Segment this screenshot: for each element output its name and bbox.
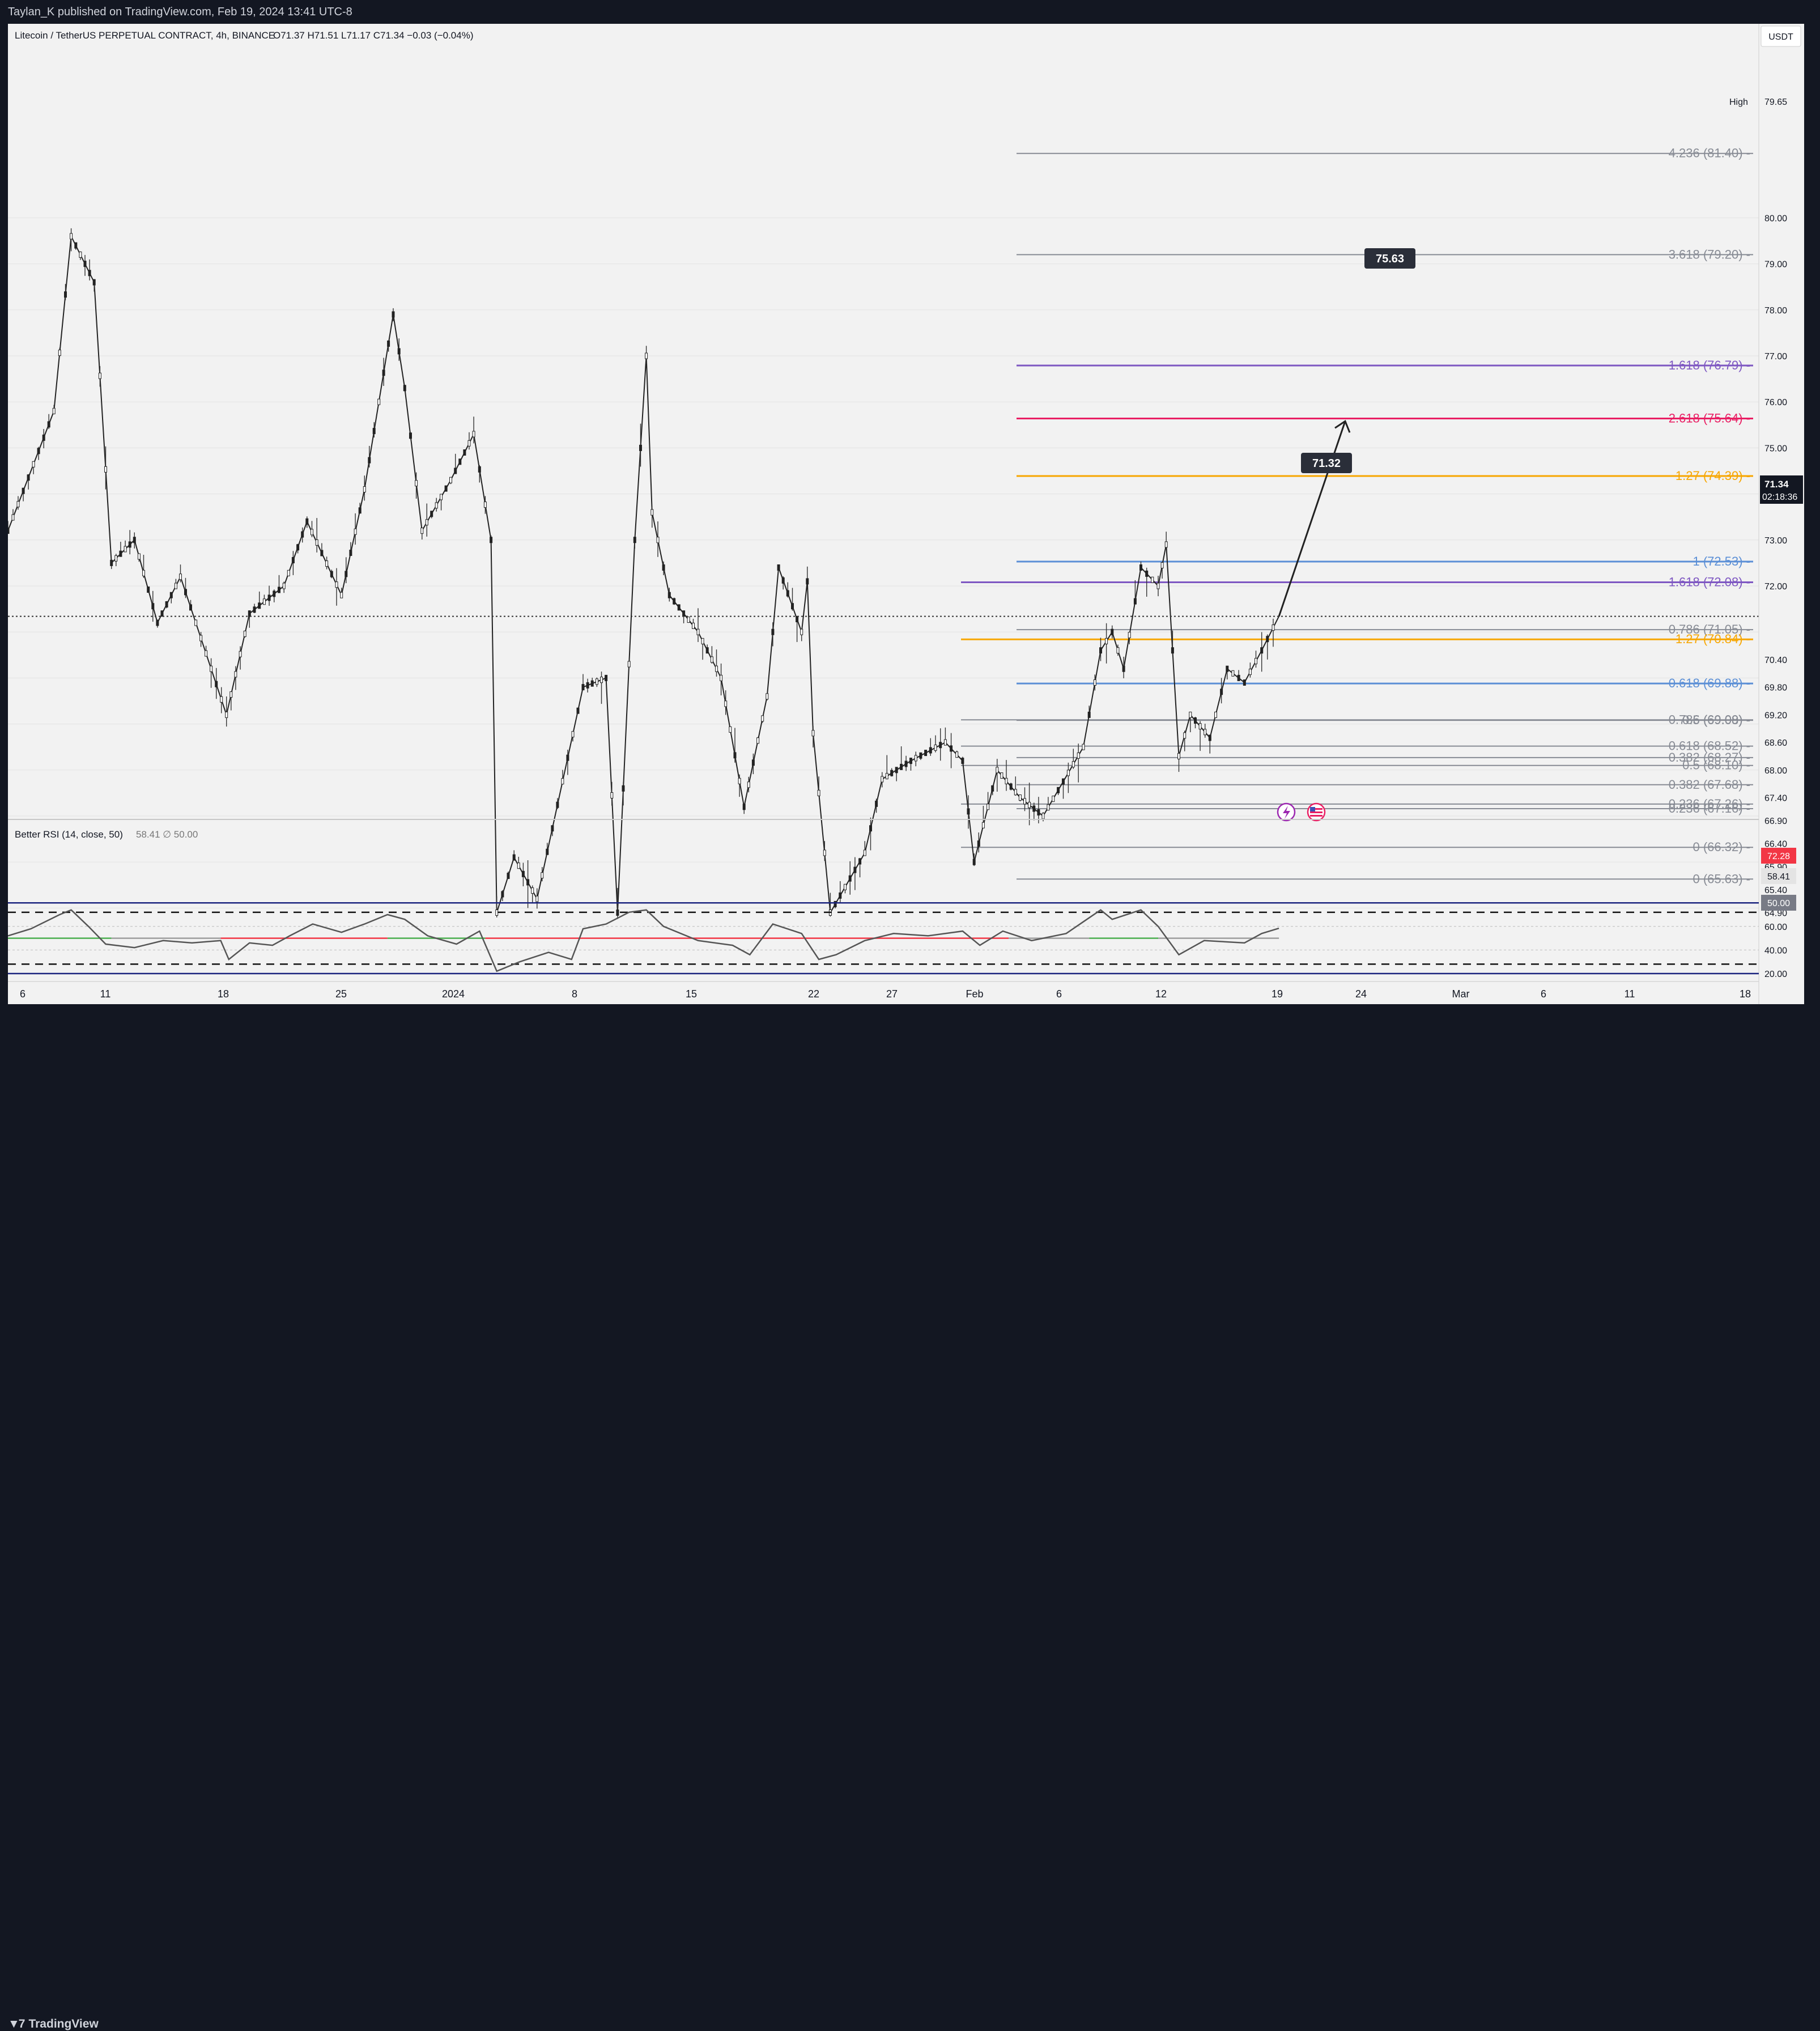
time-tick: 22 — [808, 988, 819, 1000]
price-tick: 79.00 — [1764, 260, 1787, 270]
fib-label: 0 (65.63) - — [1693, 872, 1751, 886]
price-tick: 69.80 — [1764, 683, 1787, 693]
fib-label: 0.5 (69.08) - — [1682, 713, 1750, 727]
fib-label: 1.618 (76.79) - — [1669, 358, 1750, 372]
high-label: High — [1729, 97, 1748, 107]
fib-label: 0.236 (67.16) - — [1669, 801, 1750, 815]
price-tick: 68.00 — [1764, 766, 1787, 776]
current-value: 71.32 — [1312, 457, 1341, 470]
publisher-bar: Taylan_K published on TradingView.com, F… — [0, 0, 1820, 24]
target-callout[interactable]: 75.63 — [1364, 248, 1415, 269]
price-grid — [8, 217, 1759, 908]
fib-label: 0.618 (68.52) - — [1669, 739, 1750, 753]
price-tick: 65.40 — [1764, 886, 1787, 895]
price-tick: 68.60 — [1764, 738, 1787, 748]
rsi-grid — [8, 902, 1759, 975]
time-tick: 2024 — [442, 988, 465, 1000]
price-tick: 66.90 — [1764, 817, 1787, 826]
chart-area[interactable]: 4.236 (81.40) - 3.618 (79.20) - 1.618 (76.… — [6, 24, 1804, 1004]
fib-label: 3.618 (79.20) - — [1669, 247, 1750, 261]
projection-arrow[interactable] — [1278, 419, 1351, 617]
svg-text:72.28: 72.28 — [1767, 852, 1790, 861]
time-tick: 15 — [686, 988, 697, 1000]
high-value: 79.65 — [1764, 97, 1787, 107]
fib-label: 2.618 (75.64) - — [1669, 411, 1750, 425]
time-tick: 6 — [1056, 988, 1062, 1000]
fib-label: 0.786 (69.09) - — [1669, 712, 1750, 726]
time-tick: 8 — [572, 988, 577, 1000]
time-tick: 19 — [1272, 988, 1283, 1000]
fib-label: 0.5 (68.10) - — [1682, 758, 1750, 772]
time-tick: 18 — [1740, 988, 1751, 1000]
fib-label: 1.27 (74.39) - — [1676, 469, 1750, 483]
fib-levels[interactable]: 4.236 (81.40) - 3.618 (79.20) - 1.618 (76.… — [961, 146, 1753, 886]
fib-label: 0 (66.32) - — [1693, 840, 1751, 854]
price-tick: 77.00 — [1764, 352, 1787, 362]
currency-label[interactable]: USDT — [1768, 32, 1793, 42]
fib-label: 4.236 (81.40) - — [1669, 146, 1750, 160]
rsi-tick: 60.00 — [1764, 923, 1787, 932]
price-tick: 75.00 — [1764, 444, 1787, 453]
price-tick: 66.40 — [1764, 840, 1787, 849]
time-tick: 27 — [886, 988, 898, 1000]
lightning-icon[interactable] — [1277, 802, 1296, 822]
time-tick: 18 — [218, 988, 229, 1000]
target-value: 75.63 — [1376, 253, 1404, 265]
time-tick: 24 — [1355, 988, 1367, 1000]
rsi-tick: 20.00 — [1764, 970, 1787, 979]
time-tick: Mar — [1452, 988, 1470, 1000]
time-tick: Feb — [966, 988, 983, 1000]
time-tick: 11 — [1625, 988, 1635, 1000]
fib-label: 1.618 (72.08) - — [1669, 575, 1750, 589]
price-tick: 80.00 — [1764, 214, 1787, 223]
countdown-badge: 02:18:36 — [1762, 492, 1797, 502]
price-axis[interactable]: 80.0079.0078.0077.0076.0075.0074.0073.00… — [1764, 214, 1787, 918]
price-tick: 70.40 — [1764, 656, 1787, 665]
price-tick: 73.00 — [1764, 536, 1787, 546]
time-axis[interactable]: 6 11 18 25 2024 8 15 22 27 Feb 6 12 19 24 Mar 6 11 18 — [20, 988, 1751, 1000]
tv-logo-icon: ▼7 — [8, 2017, 25, 2030]
last-price-badge: 71.34 — [1764, 479, 1789, 490]
rsi-badges: 72.28 58.41 50.00 — [1761, 848, 1796, 911]
current-callout[interactable]: 71.32 — [1301, 453, 1352, 473]
publisher-text: Taylan_K published on TradingView.com, F… — [8, 6, 352, 18]
rsi-values: 58.41 ∅ 50.00 — [136, 829, 198, 840]
candle-wicks — [6, 228, 1275, 919]
fib-label: 0.382 (67.68) - — [1669, 777, 1750, 792]
price-tick: 67.40 — [1764, 794, 1787, 804]
time-tick: 11 — [100, 988, 111, 1000]
us-flag-icon[interactable] — [1307, 802, 1326, 822]
price-tick: 76.00 — [1764, 398, 1787, 407]
rsi-tick: 40.00 — [1764, 946, 1787, 955]
price-tick: 72.00 — [1764, 582, 1787, 592]
time-tick: 6 — [20, 988, 25, 1000]
ohlc-legend: O71.37 H71.51 L71.17 C71.34 −0.03 (−0.04… — [273, 30, 473, 41]
svg-text:50.00: 50.00 — [1767, 899, 1790, 908]
fib-label: 0.382 (68.27) - — [1669, 750, 1750, 764]
fib-label: 0.786 (71.05) - — [1669, 622, 1750, 636]
symbol-legend[interactable]: Litecoin / TetherUS PERPETUAL CONTRACT, … — [15, 30, 275, 41]
price-tick: 69.20 — [1764, 711, 1787, 720]
footer-bar: ▼7 TradingView — [0, 1004, 1820, 2030]
time-tick: 25 — [335, 988, 347, 1000]
tradingview-logo[interactable]: ▼7 TradingView — [8, 2017, 99, 2030]
time-tick: 12 — [1155, 988, 1167, 1000]
fib-label: 0.618 (69.88) - — [1669, 676, 1750, 690]
svg-text:58.41: 58.41 — [1767, 872, 1790, 882]
rsi-series — [7, 909, 1279, 972]
fib-label: 1.27 (70.84) - — [1676, 632, 1750, 646]
time-tick: 6 — [1541, 988, 1546, 1000]
rsi-title[interactable]: Better RSI (14, close, 50) — [15, 829, 123, 840]
price-tick: 64.90 — [1764, 909, 1787, 919]
price-tick: 78.00 — [1764, 306, 1787, 316]
price-series — [7, 234, 1279, 915]
fib-label: 1 (72.53) - — [1693, 554, 1751, 568]
